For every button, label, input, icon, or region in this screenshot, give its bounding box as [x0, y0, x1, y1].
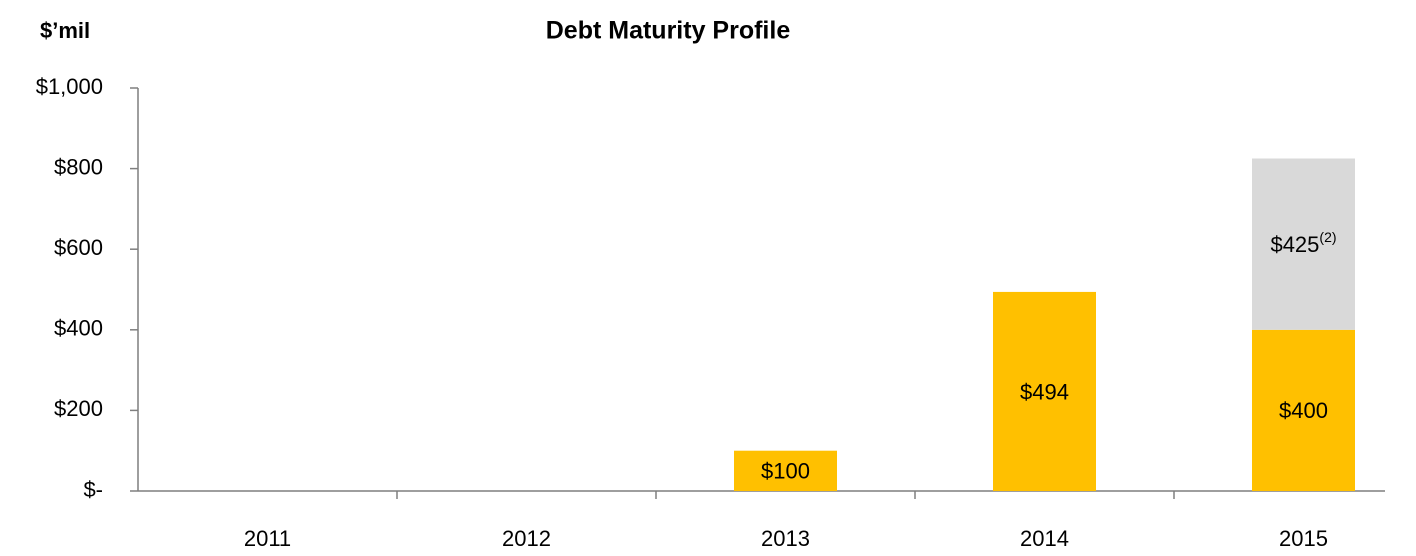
y-tick-label: $400	[54, 316, 103, 341]
x-tick-label: 2014	[1020, 526, 1069, 551]
x-tick-label: 2015	[1279, 526, 1328, 551]
bar-segment	[993, 291, 1096, 491]
data-label: $100	[761, 459, 810, 484]
data-label: $400	[1279, 398, 1328, 423]
data-label: $425(2)	[1270, 229, 1336, 257]
bar-segment	[1252, 158, 1355, 330]
y-axis-label: $’mil	[40, 18, 90, 43]
y-tick-label: $1,000	[36, 74, 103, 99]
data-label: $494	[1020, 379, 1069, 404]
x-tick-label: 2012	[502, 526, 551, 551]
y-tick-label: $-	[83, 477, 103, 502]
x-tick-label: 2011	[244, 526, 291, 551]
y-tick-label: $600	[54, 235, 103, 260]
y-tick-label: $800	[54, 154, 103, 179]
bar-segment	[734, 450, 837, 491]
x-tick-label: 2013	[761, 526, 810, 551]
bar-segment	[1252, 329, 1355, 491]
chart-title: Debt Maturity Profile	[546, 17, 791, 45]
y-tick-label: $200	[54, 396, 103, 421]
